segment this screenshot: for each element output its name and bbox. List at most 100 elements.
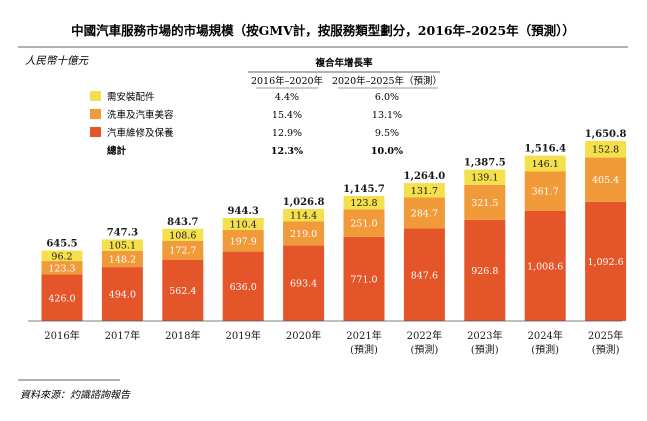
bar-segment-carwash bbox=[222, 230, 264, 252]
x-tick-label: 2023年 bbox=[467, 329, 502, 342]
bar-segment-repair bbox=[162, 259, 204, 321]
bar-value-label: 123.3 bbox=[48, 263, 75, 274]
bar-segment-repair bbox=[403, 228, 445, 321]
bar-value-label: 1,092.6 bbox=[587, 257, 623, 268]
bar-segment-accessories bbox=[101, 239, 143, 251]
x-tick-label: 2021年 bbox=[346, 329, 381, 342]
x-tick-label: 2022年 bbox=[407, 329, 442, 342]
bar-value-label: 284.7 bbox=[411, 208, 438, 219]
bar-total-label: 1,145.7 bbox=[343, 184, 385, 195]
cagr-repair-col2: 9.5% bbox=[375, 128, 399, 139]
x-tick-label: 2018年 bbox=[165, 329, 200, 342]
legend-label-carwash: 洗車及汽車美容 bbox=[107, 109, 174, 121]
bar-value-label: 114.4 bbox=[290, 211, 317, 222]
bar-segment-repair bbox=[343, 236, 385, 321]
x-tick-label: 2020年 bbox=[286, 329, 321, 342]
bar-segment-repair bbox=[41, 274, 83, 321]
x-tick-note: (預測) bbox=[350, 343, 378, 356]
bar-total-label: 1,026.8 bbox=[283, 197, 325, 208]
legend-swatch-accessories bbox=[90, 91, 101, 101]
legend-swatch-repair bbox=[90, 127, 101, 137]
cagr-carwash-col1: 15.4% bbox=[272, 110, 302, 121]
bar-segment-accessories bbox=[343, 195, 385, 210]
legend-label-repair: 汽車維修及保養 bbox=[107, 127, 174, 139]
cagr-total-col1: 12.3% bbox=[271, 146, 303, 157]
cagr-col2-header: 2020年–2025年（預測） bbox=[332, 75, 442, 87]
bar-value-label: 139.1 bbox=[471, 173, 498, 184]
bar-value-label: 197.9 bbox=[230, 236, 257, 247]
bar-value-label: 494.0 bbox=[109, 290, 136, 301]
bar-value-label: 405.4 bbox=[592, 175, 619, 186]
bar-segment-accessories bbox=[283, 208, 325, 222]
bar-value-label: 123.8 bbox=[350, 198, 377, 209]
bar-total-label: 645.5 bbox=[46, 239, 77, 250]
x-tick-note: (預測) bbox=[471, 343, 499, 356]
x-tick-label: 2016年 bbox=[44, 329, 79, 342]
bar-segment-carwash bbox=[585, 157, 627, 202]
bar-total-label: 1,516.4 bbox=[524, 144, 566, 155]
bar-segment-repair bbox=[464, 219, 506, 321]
bar-segment-carwash bbox=[403, 197, 445, 229]
bar-value-label: 110.4 bbox=[230, 219, 257, 230]
bar-segment-carwash bbox=[162, 240, 204, 260]
cagr-accessories-col2: 6.0% bbox=[375, 92, 399, 103]
bar-value-label: 148.2 bbox=[109, 255, 136, 266]
bar-segment-carwash bbox=[524, 171, 566, 211]
cagr-repair-col1: 12.9% bbox=[272, 128, 302, 139]
legend-label-total: 總計 bbox=[107, 145, 127, 157]
bar-value-label: 108.6 bbox=[169, 230, 196, 241]
bar-total-label: 944.3 bbox=[228, 206, 259, 217]
cagr-col1-header: 2016年–2020年 bbox=[251, 75, 324, 87]
bar-segment-repair bbox=[222, 251, 264, 321]
bar-value-label: 693.4 bbox=[290, 279, 317, 290]
bar-value-label: 562.4 bbox=[169, 286, 196, 297]
bar-segment-accessories bbox=[464, 169, 506, 185]
bar-segment-carwash bbox=[41, 261, 83, 275]
bar-segment-repair bbox=[283, 245, 325, 321]
bar-value-label: 771.0 bbox=[350, 274, 377, 285]
bar-value-label: 131.7 bbox=[411, 186, 438, 197]
bar-segment-carwash bbox=[343, 209, 385, 237]
source-note: 資料來源：灼識諮詢報告 bbox=[20, 389, 131, 401]
x-tick-note: (預測) bbox=[531, 343, 559, 356]
cagr-total-col2: 10.0% bbox=[371, 146, 403, 157]
cagr-carwash-col2: 13.1% bbox=[372, 110, 402, 121]
bar-value-label: 426.0 bbox=[48, 293, 75, 304]
bar-value-label: 96.2 bbox=[51, 251, 72, 262]
bar-value-label: 636.0 bbox=[230, 282, 257, 293]
bar-value-label: 251.0 bbox=[350, 219, 377, 230]
bar-value-label: 152.8 bbox=[592, 145, 619, 156]
bar-value-label: 321.5 bbox=[471, 198, 498, 209]
bar-segment-accessories bbox=[41, 250, 83, 262]
legend-label-accessories: 需安裝配件 bbox=[107, 91, 155, 103]
bar-segment-repair bbox=[585, 201, 627, 321]
bar-segment-carwash bbox=[283, 221, 325, 246]
x-tick-label: 2025年 bbox=[588, 329, 623, 342]
unit-label: 人民幣十億元 bbox=[25, 55, 89, 67]
chart-title: 中國汽車服務市場的市場規模（按GMV計，按服務類型劃分，2016年–2025年（… bbox=[71, 23, 575, 38]
x-tick-label: 2017年 bbox=[105, 329, 140, 342]
bar-total-label: 747.3 bbox=[107, 227, 138, 238]
bar-value-label: 926.8 bbox=[471, 266, 498, 277]
bar-segment-accessories bbox=[162, 228, 204, 241]
bar-segment-accessories bbox=[222, 217, 264, 231]
cagr-accessories-col1: 4.4% bbox=[275, 92, 299, 103]
cagr-header: 複合年增長率 bbox=[314, 57, 373, 69]
x-tick-label: 2019年 bbox=[225, 329, 260, 342]
bar-value-label: 219.0 bbox=[290, 229, 317, 240]
bar-value-label: 146.1 bbox=[532, 159, 559, 170]
bar-value-label: 172.7 bbox=[169, 246, 196, 257]
bar-value-label: 361.7 bbox=[532, 187, 559, 198]
bar-segment-accessories bbox=[585, 140, 627, 158]
x-tick-note: (預測) bbox=[592, 343, 620, 356]
bar-value-label: 847.6 bbox=[411, 270, 438, 281]
bar-total-label: 1,387.5 bbox=[464, 158, 506, 169]
bar-segment-accessories bbox=[403, 183, 445, 198]
bar-segment-repair bbox=[524, 210, 566, 321]
bar-segment-carwash bbox=[464, 184, 506, 220]
bar-segment-repair bbox=[101, 267, 143, 321]
bar-segment-accessories bbox=[524, 155, 566, 172]
legend-swatch-carwash bbox=[90, 109, 101, 119]
